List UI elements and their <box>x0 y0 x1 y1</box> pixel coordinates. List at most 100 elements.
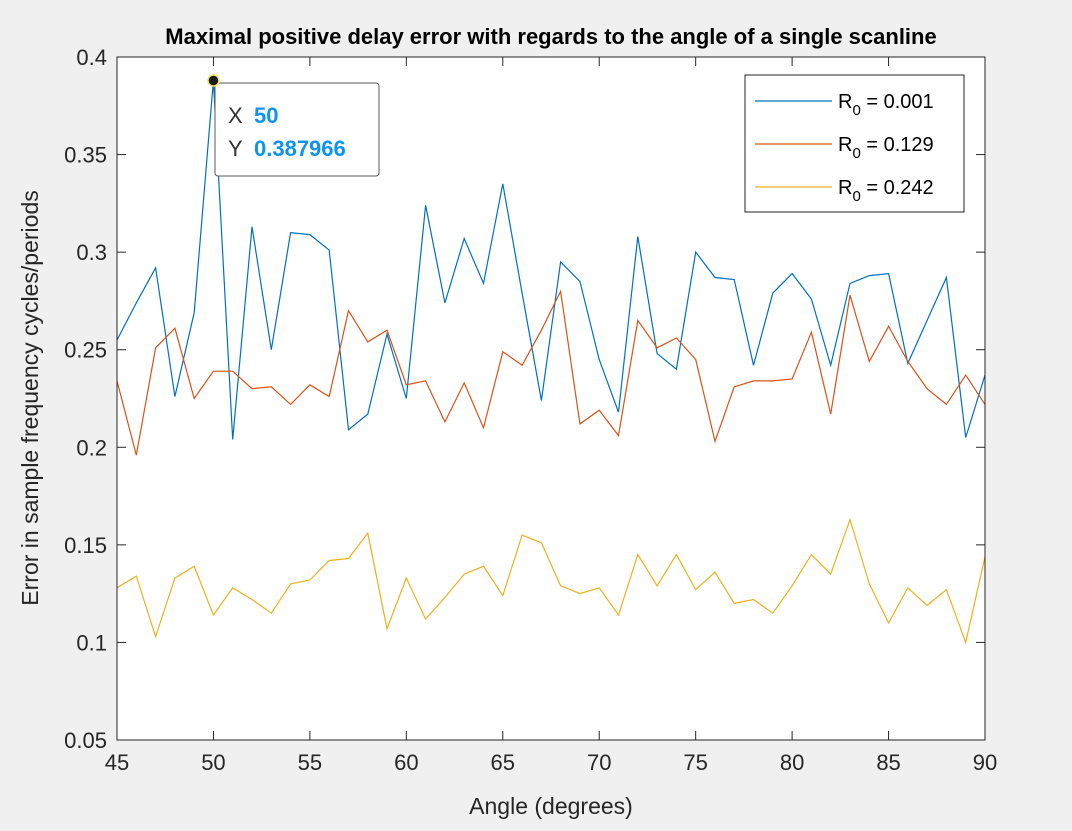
data-point[interactable] <box>655 352 659 356</box>
data-point[interactable] <box>327 558 331 562</box>
data-point[interactable] <box>520 363 524 367</box>
data-point[interactable] <box>404 397 408 401</box>
data-point[interactable] <box>771 611 775 615</box>
data-point[interactable] <box>327 248 331 252</box>
data-point[interactable] <box>173 395 177 399</box>
series-line-1[interactable] <box>116 289 986 456</box>
data-point[interactable] <box>481 564 485 568</box>
data-point[interactable] <box>192 311 196 315</box>
data-point[interactable] <box>211 613 215 617</box>
data-point[interactable] <box>520 533 524 537</box>
data-point[interactable] <box>578 279 582 283</box>
data-point[interactable] <box>617 434 621 438</box>
data-point[interactable] <box>944 588 948 592</box>
data-point[interactable] <box>269 611 273 615</box>
data-point[interactable] <box>231 369 235 373</box>
data-point[interactable] <box>906 359 910 363</box>
data-point[interactable] <box>501 350 505 354</box>
data-point[interactable] <box>964 436 968 440</box>
data-point[interactable] <box>578 592 582 596</box>
data-point[interactable] <box>424 379 428 383</box>
data-point[interactable] <box>944 402 948 406</box>
data-point[interactable] <box>231 437 235 441</box>
data-point[interactable] <box>366 412 370 416</box>
data-point[interactable] <box>250 597 254 601</box>
data-point[interactable] <box>154 266 158 270</box>
data-point[interactable] <box>713 276 717 280</box>
data-point[interactable] <box>559 289 563 293</box>
data-point[interactable] <box>597 408 601 412</box>
data-point[interactable] <box>964 373 968 377</box>
data-point[interactable] <box>771 379 775 383</box>
data-point[interactable] <box>925 387 929 391</box>
data-point[interactable] <box>617 410 621 414</box>
data-point[interactable] <box>424 617 428 621</box>
data-point[interactable] <box>385 627 389 631</box>
data-point[interactable] <box>867 359 871 363</box>
data-point[interactable] <box>134 301 138 305</box>
data-point[interactable] <box>848 293 852 297</box>
data-point[interactable] <box>578 422 582 426</box>
data-point[interactable] <box>539 541 543 545</box>
data-point[interactable] <box>462 572 466 576</box>
data-point[interactable] <box>636 235 640 239</box>
data-point[interactable] <box>771 291 775 295</box>
data-point[interactable] <box>443 596 447 600</box>
data-point[interactable] <box>404 383 408 387</box>
data-point[interactable] <box>636 553 640 557</box>
data-point[interactable] <box>617 613 621 617</box>
data-point[interactable] <box>829 412 833 416</box>
data-point[interactable] <box>308 383 312 387</box>
data-point[interactable] <box>809 330 813 334</box>
data-point[interactable] <box>289 402 293 406</box>
data-point[interactable] <box>752 379 756 383</box>
data-point[interactable] <box>674 336 678 340</box>
data-point[interactable] <box>192 564 196 568</box>
data-point[interactable] <box>809 297 813 301</box>
data-point[interactable] <box>867 274 871 278</box>
data-point[interactable] <box>597 586 601 590</box>
data-point[interactable] <box>250 225 254 229</box>
data-point[interactable] <box>732 385 736 389</box>
data-point[interactable] <box>520 291 524 295</box>
series-line-2[interactable] <box>116 517 986 645</box>
data-point[interactable] <box>848 517 852 521</box>
data-point[interactable] <box>134 453 138 457</box>
data-point[interactable] <box>848 281 852 285</box>
data-point[interactable] <box>539 398 543 402</box>
data-point[interactable] <box>636 318 640 322</box>
data-point[interactable] <box>154 346 158 350</box>
datatip[interactable]: X 50 Y 0.387966 <box>207 74 380 177</box>
data-point[interactable] <box>404 576 408 580</box>
data-point[interactable] <box>269 385 273 389</box>
data-point[interactable] <box>694 588 698 592</box>
data-point[interactable] <box>887 324 891 328</box>
data-point[interactable] <box>906 586 910 590</box>
data-point[interactable] <box>462 236 466 240</box>
data-point[interactable] <box>424 203 428 207</box>
data-point[interactable] <box>173 576 177 580</box>
data-point[interactable] <box>674 367 678 371</box>
data-point[interactable] <box>366 531 370 535</box>
datatip-marker[interactable] <box>207 74 220 87</box>
data-point[interactable] <box>674 553 678 557</box>
data-point[interactable] <box>289 582 293 586</box>
data-point[interactable] <box>346 557 350 561</box>
data-point[interactable] <box>154 635 158 639</box>
data-point[interactable] <box>925 603 929 607</box>
data-point[interactable] <box>269 348 273 352</box>
data-point[interactable] <box>211 369 215 373</box>
data-point[interactable] <box>327 395 331 399</box>
data-point[interactable] <box>173 326 177 330</box>
data-point[interactable] <box>964 640 968 644</box>
data-point[interactable] <box>790 377 794 381</box>
data-point[interactable] <box>385 328 389 332</box>
data-point[interactable] <box>559 584 563 588</box>
data-point[interactable] <box>539 328 543 332</box>
data-point[interactable] <box>250 387 254 391</box>
data-point[interactable] <box>944 276 948 280</box>
data-point[interactable] <box>443 301 447 305</box>
data-point[interactable] <box>752 363 756 367</box>
